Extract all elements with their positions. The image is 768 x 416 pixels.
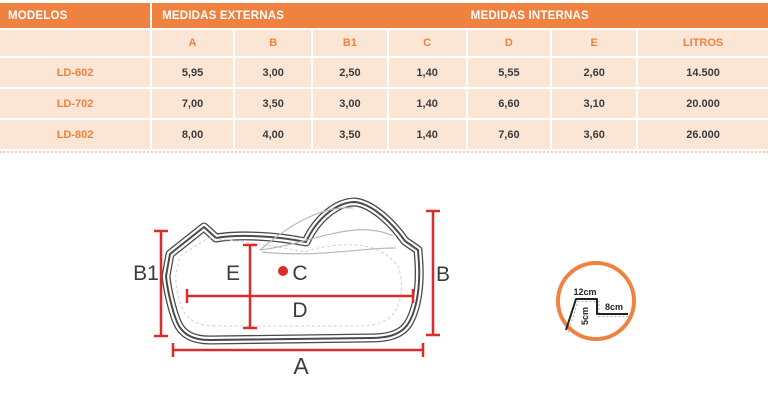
pool-dimension-diagram: B1 B E C D A (133, 197, 450, 379)
edge-profile-detail: 12cm 8cm 5cm (556, 261, 636, 341)
value-d: 5,55 (467, 58, 553, 89)
model-name: LD-602 (0, 58, 153, 89)
value-d: 6,60 (467, 89, 553, 120)
pool-step-waves (259, 207, 397, 255)
value-litros: 26.000 (638, 120, 768, 151)
detail-label-8cm: 8cm (605, 302, 623, 312)
value-litros: 20.000 (638, 89, 768, 120)
detail-label-5cm: 5cm (580, 307, 590, 325)
value-e: 2,60 (552, 58, 639, 89)
value-b: 4,00 (235, 120, 314, 151)
label-d: D (292, 299, 307, 322)
label-a: A (293, 353, 309, 379)
detail-circle (556, 261, 636, 341)
value-b1: 3,00 (313, 89, 389, 120)
dimension-e: E (226, 243, 257, 330)
value-a: 8,00 (152, 120, 235, 151)
column-e: E (552, 30, 639, 58)
column-litros: LITROS (638, 30, 768, 58)
label-e: E (226, 262, 240, 285)
value-b: 3,00 (235, 58, 314, 89)
column-a: A (152, 30, 235, 58)
value-e: 3,10 (552, 89, 639, 120)
column-d: D (467, 30, 553, 58)
pool-outline (161, 197, 424, 345)
edge-profile-line (565, 298, 628, 331)
label-c: C (292, 262, 307, 285)
value-c: 1,40 (388, 58, 468, 89)
header-medidas-externas: MEDIDAS EXTERNAS (152, 3, 468, 30)
value-d: 7,60 (467, 120, 553, 151)
value-c: 1,40 (388, 89, 468, 120)
model-name: LD-702 (0, 89, 153, 120)
value-a: 5,95 (152, 58, 235, 89)
header-medidas-internas: MEDIDAS INTERNAS (467, 3, 768, 30)
point-c-dot (278, 266, 288, 276)
label-b: B (436, 263, 450, 286)
spec-table: MODELOS MEDIDAS EXTERNAS MEDIDAS INTERNA… (0, 3, 768, 153)
pool-waterline (175, 237, 402, 327)
edge-profile-echo (567, 301, 630, 333)
value-a: 7,00 (152, 89, 235, 120)
column-b: B (235, 30, 314, 58)
column-c: C (388, 30, 468, 58)
value-e: 3,60 (552, 120, 639, 151)
header-modelos: MODELOS (0, 3, 153, 30)
model-name: LD-802 (0, 120, 153, 151)
value-b1: 2,50 (313, 58, 389, 89)
dimension-b1: B1 (133, 229, 168, 338)
label-b1: B1 (133, 262, 159, 285)
subheader-empty (0, 30, 153, 58)
value-litros: 14.500 (638, 58, 768, 89)
dimension-a: A (171, 343, 425, 379)
dimension-d: D (185, 289, 415, 322)
dimension-c: C (278, 262, 308, 285)
dimension-b: B (426, 209, 450, 337)
value-b: 3,50 (235, 89, 314, 120)
value-c: 1,40 (388, 120, 468, 151)
value-b1: 3,50 (313, 120, 389, 151)
column-b1: B1 (313, 30, 389, 58)
detail-label-12cm: 12cm (573, 287, 596, 297)
